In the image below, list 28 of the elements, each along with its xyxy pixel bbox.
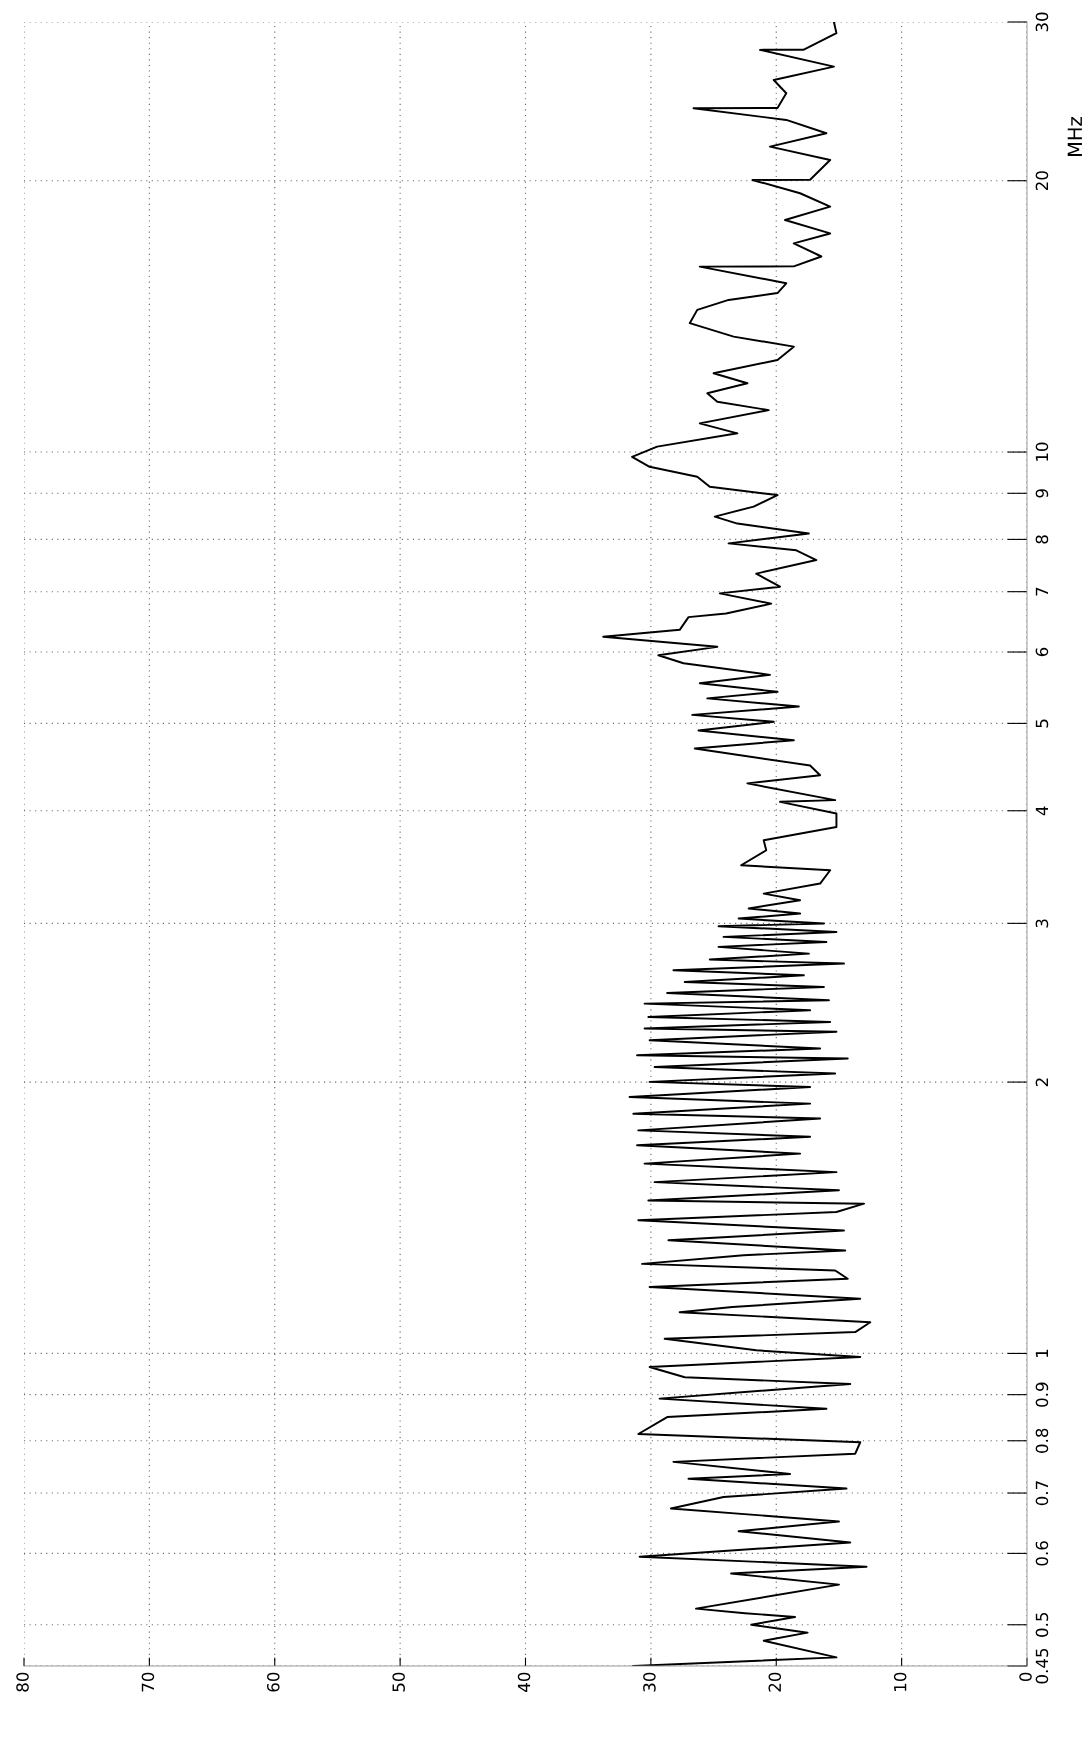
y-tick-label: 0.45 <box>1035 1648 1049 1684</box>
x-tick-label: 80 <box>16 1672 29 1692</box>
x-tick-label: 60 <box>266 1672 280 1692</box>
y-tick-label: 0.7 <box>1035 1481 1049 1506</box>
y-tick-label: 20 <box>1035 171 1049 191</box>
x-tick-label: 50 <box>392 1672 405 1692</box>
x-tick-label: 30 <box>643 1672 656 1692</box>
y-tick-label: 2 <box>1035 1078 1048 1087</box>
y-tick-label: 0.6 <box>1035 1541 1049 1566</box>
x-tick-label: 20 <box>768 1672 782 1692</box>
y-axis-title: MHz <box>1067 117 1082 156</box>
y-tick-label: 7 <box>1035 587 1048 596</box>
y-tick-label: 30 <box>1035 12 1049 32</box>
y-tick-label: 0.9 <box>1035 1382 1049 1407</box>
y-tick-label: 0.5 <box>1035 1612 1049 1637</box>
y-tick-label: 1 <box>1035 1349 1048 1357</box>
y-tick-label: 3 <box>1035 919 1049 928</box>
x-tick-label: 10 <box>893 1672 907 1691</box>
y-tick-label: 6 <box>1035 647 1049 657</box>
y-tick-label: 5 <box>1035 719 1049 728</box>
y-tick-label: 8 <box>1035 535 1049 544</box>
x-tick-label: 40 <box>517 1672 531 1692</box>
y-tick-label: 4 <box>1035 806 1048 816</box>
y-tick-label: 9 <box>1035 489 1049 498</box>
x-tick-label: 0 <box>1019 1672 1032 1682</box>
y-tick-label: 0.8 <box>1035 1428 1049 1453</box>
y-tick-label: 10 <box>1035 442 1049 461</box>
x-tick-label: 70 <box>141 1672 155 1692</box>
